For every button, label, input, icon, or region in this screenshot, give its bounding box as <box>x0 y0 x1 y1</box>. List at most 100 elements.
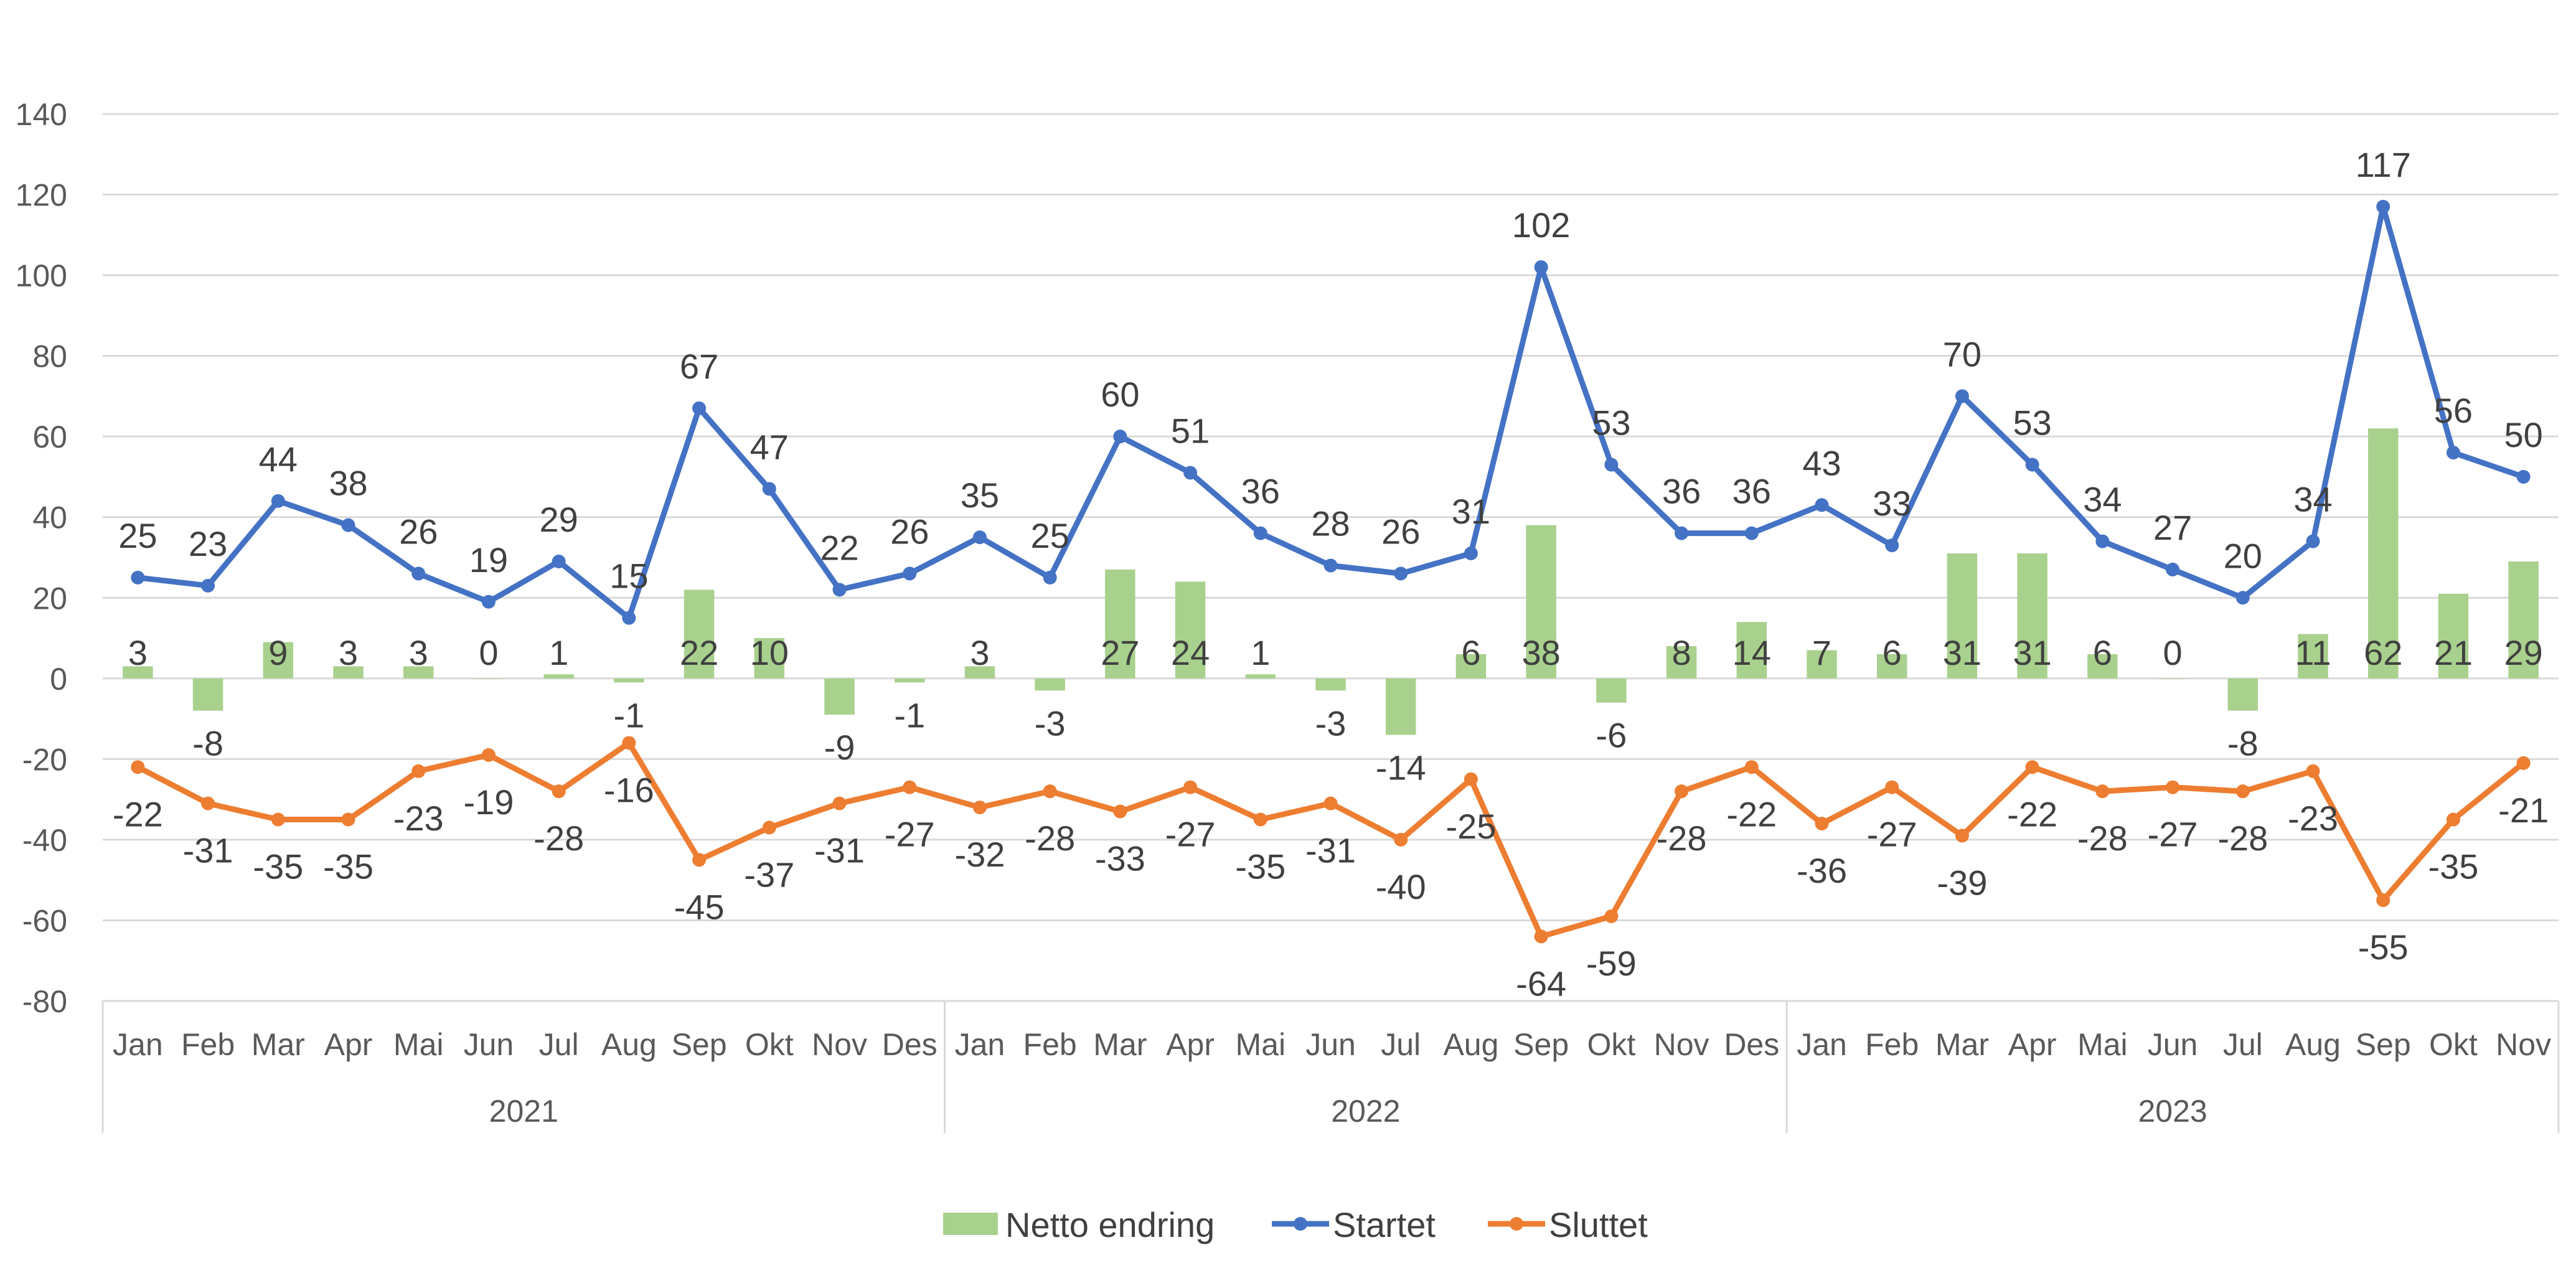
x-category-label: Mar <box>1935 1027 1989 1062</box>
y-tick-label: 60 <box>32 420 67 454</box>
point-sluttet <box>972 801 987 815</box>
label-netto-endring: 3 <box>339 633 358 672</box>
point-startet <box>1113 430 1127 444</box>
y-tick-label: 100 <box>16 258 67 293</box>
point-startet <box>1885 538 1899 553</box>
x-category-label: Feb <box>1865 1027 1919 1062</box>
label-sluttet: -19 <box>463 782 514 822</box>
label-startet: 51 <box>1171 411 1210 450</box>
y-tick-label: -80 <box>22 984 67 1019</box>
label-sluttet: -40 <box>1376 867 1426 906</box>
x-category-label: Sep <box>2356 1027 2411 1062</box>
point-sluttet <box>692 853 707 867</box>
point-startet <box>1955 389 1969 403</box>
label-netto-endring: 3 <box>128 633 148 672</box>
point-startet <box>2235 591 2250 605</box>
label-sluttet: -35 <box>1235 847 1286 886</box>
label-startet: 38 <box>329 464 367 503</box>
label-sluttet: -28 <box>2217 819 2268 858</box>
label-startet: 60 <box>1101 375 1139 414</box>
label-netto-endring: 3 <box>409 633 428 672</box>
label-sluttet: -59 <box>1586 944 1637 983</box>
label-netto-endring: 6 <box>1461 633 1480 672</box>
bar-netto-endring <box>1736 622 1767 679</box>
x-category-label: Aug <box>1443 1027 1498 1062</box>
point-sluttet <box>2446 812 2460 827</box>
point-startet <box>341 518 355 532</box>
x-category-label: Apr <box>324 1027 373 1062</box>
label-sluttet: -25 <box>1445 807 1496 846</box>
label-netto-endring: 0 <box>2163 633 2182 672</box>
label-netto-endring: -14 <box>1376 748 1426 787</box>
x-category-label: Okt <box>745 1027 794 1062</box>
label-sluttet: -32 <box>954 835 1005 874</box>
point-sluttet <box>762 820 776 835</box>
point-sluttet <box>1955 829 1969 843</box>
label-netto-endring: 11 <box>2295 633 2331 672</box>
x-category-label: Mai <box>2077 1027 2128 1062</box>
label-startet: 19 <box>469 540 508 580</box>
label-startet: 26 <box>399 512 438 551</box>
label-netto-endring: -8 <box>2227 724 2259 763</box>
x-category-label: Jun <box>1305 1027 1356 1062</box>
label-sluttet: -22 <box>113 794 163 834</box>
legend-label-netto-endring: Netto endring <box>1005 1205 1215 1244</box>
y-tick-label: -60 <box>22 903 67 938</box>
bar-netto-endring <box>1175 581 1206 679</box>
label-sluttet: -27 <box>2148 815 2198 854</box>
point-startet <box>1183 466 1198 480</box>
x-category-label: Feb <box>1023 1027 1077 1062</box>
y-tick-label: 120 <box>16 178 67 213</box>
label-netto-endring: 24 <box>1171 633 1210 672</box>
label-sluttet: -23 <box>2288 799 2338 838</box>
label-sluttet: -28 <box>1657 819 1707 858</box>
y-tick-label: -40 <box>22 823 67 858</box>
point-startet <box>1394 566 1408 581</box>
bar-netto-endring <box>1385 678 1416 735</box>
point-startet <box>271 494 285 508</box>
x-category-label: Jan <box>955 1027 1005 1062</box>
label-netto-endring: -3 <box>1035 703 1066 743</box>
point-sluttet <box>552 784 566 799</box>
label-netto-endring: 14 <box>1732 633 1771 672</box>
label-netto-endring: 8 <box>1671 633 1691 672</box>
label-netto-endring: 3 <box>970 633 989 672</box>
bar-netto-endring <box>123 666 153 679</box>
point-sluttet <box>481 748 496 762</box>
x-year-label: 2021 <box>489 1094 558 1129</box>
label-startet: 33 <box>1873 484 1911 523</box>
point-sluttet <box>1464 772 1478 786</box>
point-startet <box>972 530 987 545</box>
label-sluttet: -22 <box>1726 794 1777 834</box>
point-startet <box>131 570 145 585</box>
label-sluttet: -39 <box>1937 863 1987 902</box>
point-sluttet <box>2376 893 2390 908</box>
label-sluttet: -36 <box>1797 851 1847 890</box>
label-sluttet: -55 <box>2358 928 2409 967</box>
label-netto-endring: 6 <box>2093 633 2112 672</box>
bar-netto-endring <box>754 638 785 679</box>
label-startet: 50 <box>2504 415 2542 454</box>
label-netto-endring: -1 <box>894 695 925 735</box>
label-startet: 25 <box>118 516 157 555</box>
legend-swatch-netto-endring <box>943 1213 998 1235</box>
label-startet: 43 <box>1802 443 1841 482</box>
label-startet: 20 <box>2224 536 2262 575</box>
label-sluttet: -35 <box>323 847 374 886</box>
x-year-label: 2022 <box>1331 1094 1400 1129</box>
x-category-label: Apr <box>2008 1027 2057 1062</box>
point-sluttet <box>2025 760 2039 774</box>
point-startet <box>1534 260 1548 275</box>
point-sluttet <box>411 764 426 778</box>
label-sluttet: -27 <box>1165 815 1216 854</box>
point-sluttet <box>622 736 636 750</box>
label-netto-endring: 27 <box>1101 633 1139 672</box>
x-category-label: Des <box>882 1027 938 1062</box>
point-sluttet <box>1815 817 1829 830</box>
label-startet: 67 <box>680 347 718 386</box>
x-category-label: Jul <box>2223 1027 2263 1062</box>
y-tick-label: -20 <box>22 742 67 777</box>
label-netto-endring: 10 <box>750 633 789 672</box>
bar-netto-endring <box>543 674 574 679</box>
y-tick-label: 40 <box>32 500 67 535</box>
